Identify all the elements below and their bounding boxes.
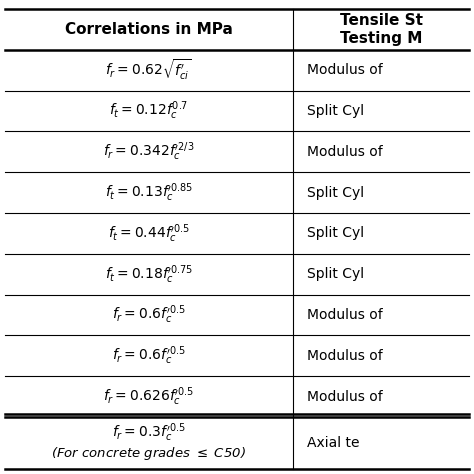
Text: Axial te: Axial te <box>307 436 359 450</box>
Text: $f_r = 0.342f_c^{\prime 2/3}$: $f_r = 0.342f_c^{\prime 2/3}$ <box>103 140 194 163</box>
Text: $f_r = 0.3f_c^{\prime 0.5}$: $f_r = 0.3f_c^{\prime 0.5}$ <box>112 421 186 444</box>
Text: Split Cyl: Split Cyl <box>307 267 364 281</box>
Text: Split Cyl: Split Cyl <box>307 186 364 200</box>
Text: $f_r = 0.626f_c^{\prime 0.5}$: $f_r = 0.626f_c^{\prime 0.5}$ <box>103 385 194 408</box>
Text: $f_t = 0.18f_c^{\prime 0.75}$: $f_t = 0.18f_c^{\prime 0.75}$ <box>105 263 192 285</box>
Text: Modulus of: Modulus of <box>307 390 383 404</box>
Text: $f_t = 0.44f_c^{\prime 0.5}$: $f_t = 0.44f_c^{\prime 0.5}$ <box>108 222 190 245</box>
Text: Modulus of: Modulus of <box>307 349 383 363</box>
Text: Modulus of: Modulus of <box>307 308 383 322</box>
Text: Correlations in MPa: Correlations in MPa <box>65 22 233 37</box>
Text: (For concrete grades $\leq$ C50): (For concrete grades $\leq$ C50) <box>51 445 246 462</box>
Text: $f_r = 0.62\sqrt{f^{\prime}_{ci}}$: $f_r = 0.62\sqrt{f^{\prime}_{ci}}$ <box>105 58 192 82</box>
Text: $f_r = 0.6f_c^{\prime 0.5}$: $f_r = 0.6f_c^{\prime 0.5}$ <box>112 345 186 367</box>
Text: $f_r = 0.6f_c^{\prime 0.5}$: $f_r = 0.6f_c^{\prime 0.5}$ <box>112 304 186 327</box>
Text: $f_t = 0.13f_c^{\prime 0.85}$: $f_t = 0.13f_c^{\prime 0.85}$ <box>105 182 193 204</box>
Text: Split Cyl: Split Cyl <box>307 227 364 240</box>
Text: Modulus of: Modulus of <box>307 63 383 77</box>
Text: Tensile St
Testing M: Tensile St Testing M <box>339 13 422 46</box>
Text: $f_t = 0.12f_c^{0.7}$: $f_t = 0.12f_c^{0.7}$ <box>109 100 188 122</box>
Text: Split Cyl: Split Cyl <box>307 104 364 118</box>
Text: Modulus of: Modulus of <box>307 145 383 159</box>
